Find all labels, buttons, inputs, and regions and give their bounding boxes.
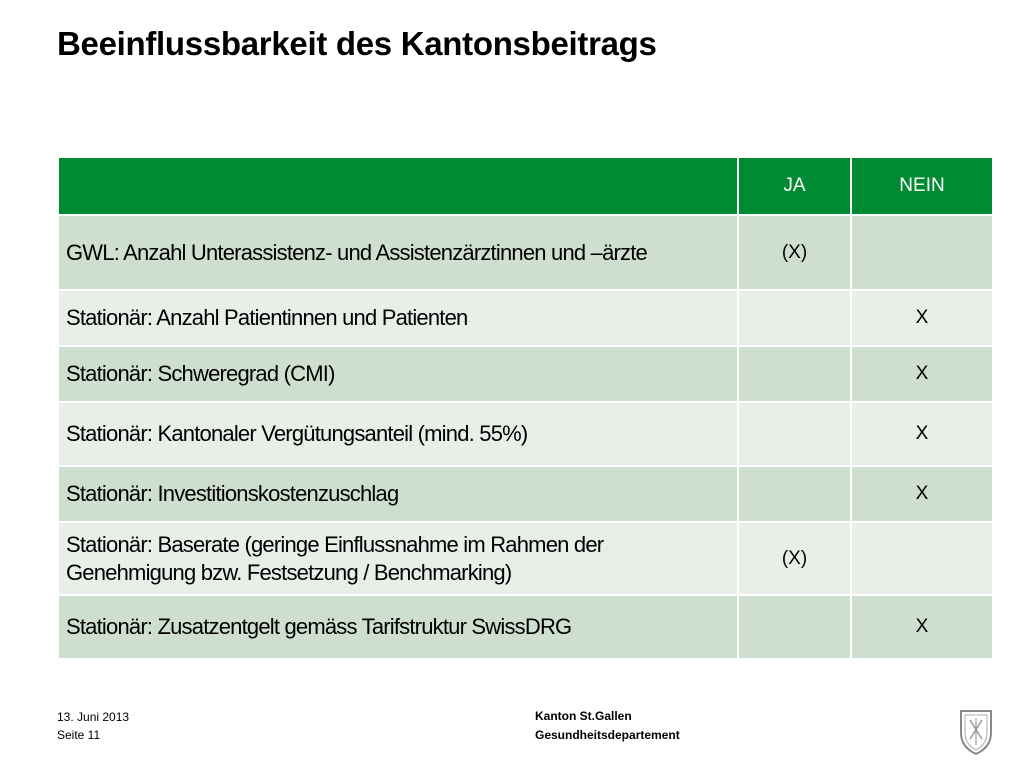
header-nein: NEIN [850,156,994,216]
ja-cell [737,289,852,347]
criterion-cell: Stationär: Zusatzentgelt gemäss Tarifstr… [57,594,739,660]
nein-cell: X [850,465,994,523]
criterion-cell: GWL: Anzahl Unterassistenz- und Assisten… [57,214,739,291]
nein-cell: X [850,289,994,347]
footer-page-number: Seite 11 [57,728,101,742]
table-row: Stationär: Investitionskostenzuschlag X [57,465,994,523]
nein-cell: X [850,401,994,467]
ja-cell [737,465,852,523]
criterion-cell: Stationär: Baserate (geringe Einflussnah… [57,521,739,596]
header-ja: JA [737,156,852,216]
criterion-cell: Stationär: Schweregrad (CMI) [57,345,739,403]
ja-cell [737,594,852,660]
nein-cell: X [850,345,994,403]
footer-organization: Kanton St.Gallen [535,709,632,723]
header-criterion [57,156,739,216]
nein-cell: X [850,594,994,660]
slide-title: Beeinflussbarkeit des Kantonsbeitrags [57,25,657,62]
criteria-table: JA NEIN GWL: Anzahl Unterassistenz- und … [57,156,994,660]
criterion-cell: Stationär: Anzahl Patientinnen und Patie… [57,289,739,347]
table-row: GWL: Anzahl Unterassistenz- und Assisten… [57,214,994,291]
ja-cell: (X) [737,214,852,291]
ja-cell [737,345,852,403]
coat-of-arms-icon [960,710,992,756]
ja-cell [737,401,852,467]
footer-date: 13. Juni 2013 [57,710,130,724]
table-row: Stationär: Zusatzentgelt gemäss Tarifstr… [57,594,994,660]
criterion-cell: Stationär: Kantonaler Vergütungsanteil (… [57,401,739,467]
table-row: Stationär: Kantonaler Vergütungsanteil (… [57,401,994,467]
criterion-cell: Stationär: Investitionskostenzuschlag [57,465,739,523]
table-header-row: JA NEIN [57,156,994,216]
table-row: Stationär: Anzahl Patientinnen und Patie… [57,289,994,347]
footer-department: Gesundheitsdepartement [535,728,680,742]
table-row: Stationär: Schweregrad (CMI) X [57,345,994,403]
table-row: Stationär: Baserate (geringe Einflussnah… [57,521,994,596]
nein-cell [850,214,994,291]
nein-cell [850,521,994,596]
ja-cell: (X) [737,521,852,596]
